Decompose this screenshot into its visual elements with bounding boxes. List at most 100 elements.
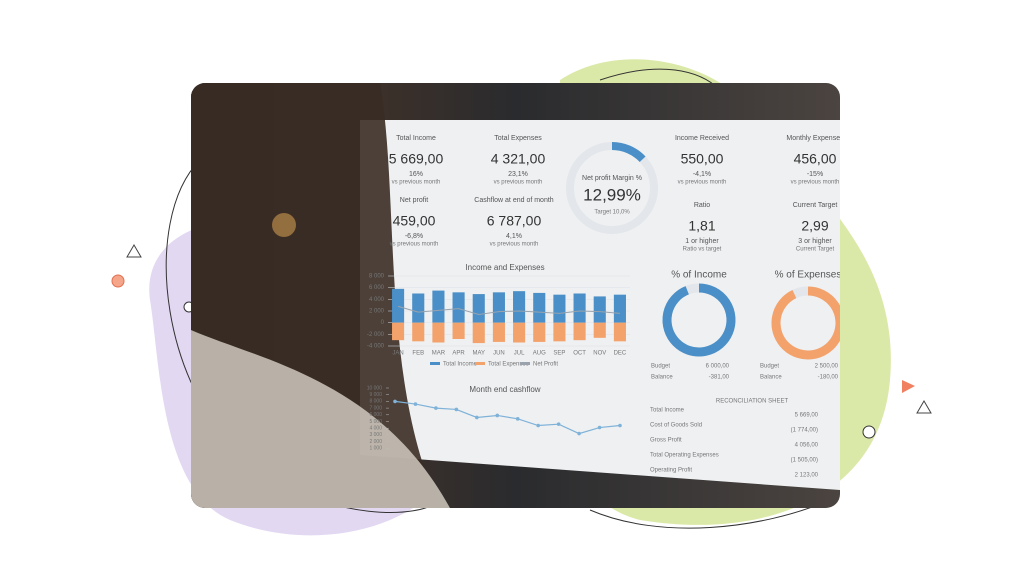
- bar: [533, 322, 546, 342]
- row-label: Operating Profit: [650, 468, 692, 474]
- kpi-change: -15%: [807, 171, 823, 178]
- x-tick-label: DEC: [614, 351, 627, 357]
- bar: [432, 290, 445, 323]
- donut-title: % of Income: [671, 270, 727, 281]
- y-tick-label: 7 000: [369, 405, 382, 411]
- bar: [472, 322, 485, 344]
- point: [597, 425, 602, 430]
- x-tick-label: NOV: [593, 351, 606, 357]
- kpi-label: Total Expenses: [494, 135, 542, 142]
- point: [475, 415, 479, 420]
- donut-title: % of Expenses: [775, 270, 842, 281]
- bar: [593, 296, 606, 323]
- point: [434, 406, 438, 410]
- x-tick-label: AUG: [533, 351, 546, 357]
- row-label: Gross Profit: [650, 438, 682, 444]
- kpi-note: vs previous month: [791, 180, 840, 186]
- budget-value: 6 000,00: [706, 364, 730, 370]
- kpi-value: 4 321,00: [491, 151, 546, 167]
- point: [515, 417, 520, 421]
- bar: [513, 322, 526, 343]
- bar: [452, 322, 465, 339]
- kpi-label: Income Received: [675, 135, 729, 142]
- bar: [553, 322, 566, 342]
- point: [536, 423, 540, 428]
- kpi-change: 23,1%: [508, 171, 528, 178]
- donut-arc: [662, 283, 736, 357]
- point: [454, 407, 459, 412]
- row-value: 2 123,00: [795, 473, 819, 479]
- bar: [392, 322, 405, 341]
- row-label: Total Operating Expenses: [650, 453, 719, 459]
- y-tick-label: 6 000: [369, 285, 385, 291]
- y-tick-label: -4 000: [367, 344, 385, 350]
- balance-value: -381,00: [709, 375, 730, 381]
- kpi-note: vs previous month: [490, 242, 539, 248]
- y-tick-label: 5 000: [369, 419, 382, 425]
- balance-label: Balance: [651, 375, 673, 381]
- kpi-change: -4,1%: [693, 171, 711, 178]
- x-tick-label: MAY: [472, 351, 485, 357]
- y-tick-label: 2 000: [369, 439, 382, 445]
- kpi-value: 459,00: [393, 213, 436, 229]
- bar: [573, 293, 586, 323]
- bar: [432, 322, 445, 343]
- row-value: (1 774,00): [791, 428, 818, 434]
- legend-label: Total Expenses: [488, 362, 529, 368]
- row-label: Total Income: [650, 408, 685, 414]
- kpi-change: 4,1%: [506, 233, 522, 240]
- kpi-label: Ratio: [694, 202, 710, 209]
- kpi-label: Cashflow at end of month: [474, 197, 553, 204]
- legend-label: Net Profit: [533, 362, 558, 368]
- kpi-change: 16%: [409, 171, 423, 178]
- y-tick-label: 3 000: [369, 432, 382, 438]
- legend-label: Total Income: [443, 362, 478, 368]
- balance-label: Balance: [760, 375, 782, 381]
- bar: [492, 322, 505, 342]
- donut-arc: [771, 286, 840, 360]
- row-value: (1 505,00): [791, 458, 818, 464]
- kpi-note: vs previous month: [678, 180, 727, 186]
- bar: [492, 292, 505, 323]
- y-tick-label: -2 000: [367, 332, 385, 338]
- legend-swatch: [430, 362, 440, 365]
- y-tick-label: 0: [381, 320, 385, 326]
- x-tick-label: OCT: [573, 351, 586, 357]
- balance-value: -180,00: [818, 375, 839, 381]
- y-tick-label: 4 000: [369, 297, 385, 303]
- kpi-label: Monthly Expenses: [786, 135, 844, 142]
- bar: [613, 294, 626, 323]
- kpi-label: Net profit: [400, 197, 428, 204]
- gauge-value: 12,99%: [583, 185, 641, 204]
- point: [618, 423, 622, 428]
- x-tick-label: JAN: [392, 351, 403, 357]
- kpi-note: vs previous month: [494, 180, 543, 186]
- x-tick-label: SEP: [553, 351, 565, 357]
- photo: Total Income 5 669,00 16% vs previous month…: [191, 83, 844, 508]
- legend-swatch: [475, 362, 485, 365]
- chart-title: Income and Expenses: [465, 263, 544, 272]
- x-tick-label: JUN: [493, 351, 505, 357]
- row-value: 5 669,00: [795, 413, 819, 419]
- kpi-value: 6 787,00: [487, 213, 542, 229]
- x-tick-label: JUL: [514, 351, 525, 357]
- point: [577, 431, 581, 436]
- kpi-label: Total Income: [396, 135, 436, 142]
- bar: [553, 294, 566, 323]
- kpi-change: 3 or higher: [798, 238, 832, 245]
- bar: [472, 294, 485, 323]
- bar: [533, 292, 546, 323]
- kpi-change: 1 or higher: [685, 238, 719, 245]
- row-label: Cost of Goods Sold: [650, 423, 702, 429]
- bar: [452, 292, 465, 323]
- kpi-change: -6,8%: [405, 233, 423, 240]
- y-tick-label: 8 000: [369, 399, 382, 405]
- y-tick-label: 2 000: [369, 309, 385, 315]
- budget-label: Budget: [760, 364, 779, 370]
- kpi-value: 1,81: [688, 218, 715, 234]
- bar: [613, 322, 626, 342]
- y-tick-label: 4 000: [369, 426, 382, 432]
- x-tick-label: MAR: [432, 351, 446, 357]
- y-tick-label: 8 000: [369, 274, 385, 280]
